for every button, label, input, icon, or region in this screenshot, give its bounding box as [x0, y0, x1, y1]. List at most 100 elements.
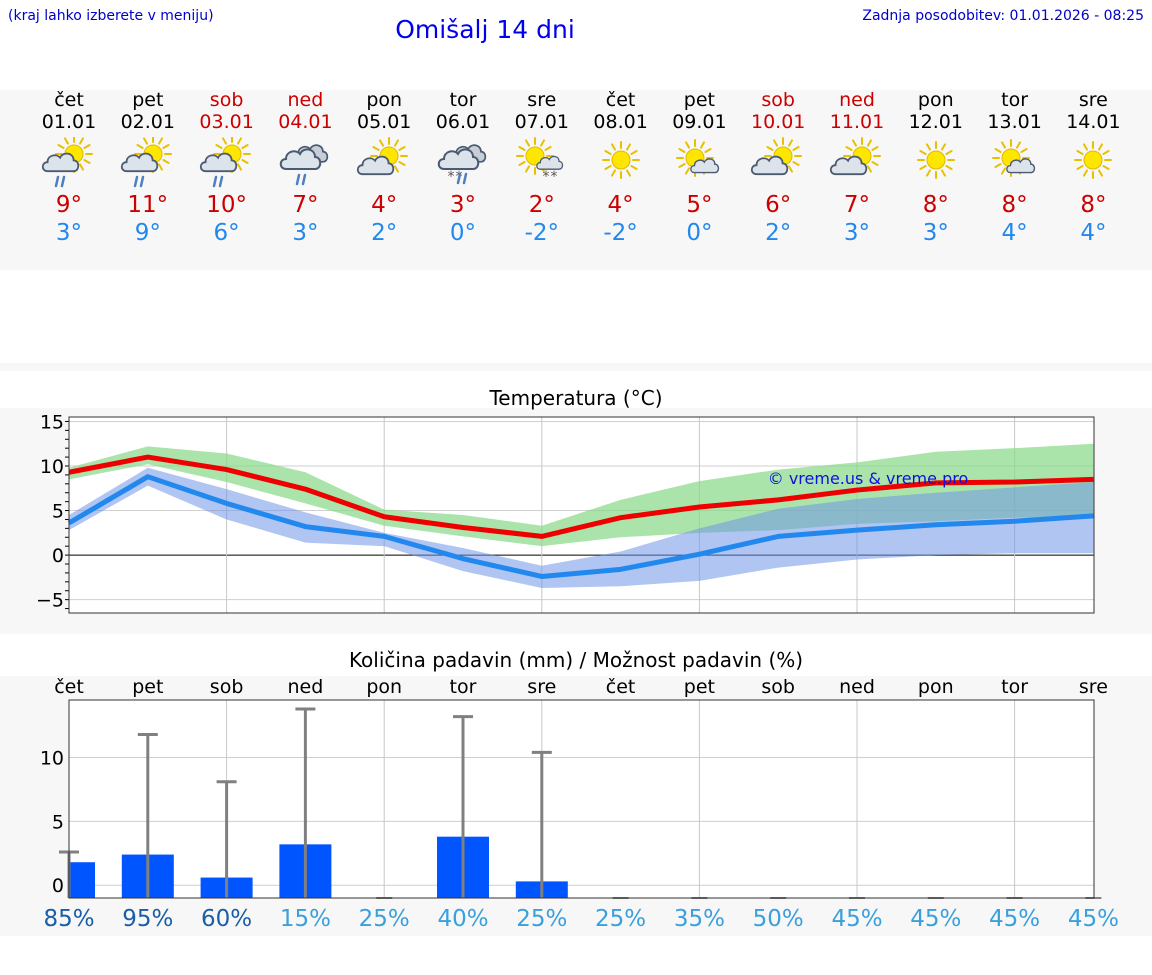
y-tick-label: 0 — [52, 545, 64, 567]
temperature-chart: 15 10 5 0 −5 © vreme.us & vreme.pro — [36, 411, 1095, 614]
temp-max: 7° — [292, 192, 319, 218]
sun-cloud-rain-icon — [120, 137, 172, 188]
x-category-label: pon — [918, 676, 954, 698]
precip-probability: 45% — [1068, 906, 1119, 932]
x-category-label: pet — [132, 676, 163, 698]
min-temp-range-band — [69, 467, 1094, 589]
precip-probability: 25% — [595, 906, 646, 932]
temp-max: 5° — [686, 192, 713, 218]
day-column: sob 03.01 10° 6° — [188, 89, 266, 247]
day-column: pet 09.01 5° 0° — [660, 89, 738, 247]
day-date: 10.01 — [750, 111, 806, 133]
sun-small-cloud-icon — [676, 139, 720, 177]
precip-probability: 95% — [122, 906, 173, 932]
day-column: tor 13.01 8° 4° — [976, 89, 1054, 247]
sun-icon — [1074, 141, 1113, 179]
day-name: pon — [917, 89, 954, 111]
x-category-label: čet — [606, 676, 636, 698]
temp-min: 3° — [55, 220, 83, 246]
day-date: 02.01 — [120, 111, 175, 133]
day-name: sob — [761, 89, 795, 111]
temp-min: 0° — [449, 220, 477, 246]
y-tick-label: 5 — [52, 811, 64, 833]
temp-min: 4° — [1001, 220, 1028, 246]
day-name: tor — [449, 89, 477, 111]
y-tick-label: 5 — [52, 501, 64, 523]
day-date: 04.01 — [278, 111, 333, 133]
sun-cloud-rain-icon — [41, 137, 93, 188]
day-column: čet 08.01 4° -2° — [582, 89, 660, 247]
day-date: 09.01 — [672, 111, 727, 133]
day-date: 08.01 — [593, 111, 648, 133]
svg-text:*: * — [448, 169, 455, 185]
day-date: 07.01 — [514, 111, 569, 133]
temp-max: 10° — [206, 192, 247, 218]
temp-max: 4° — [607, 192, 634, 218]
x-category-label: ned — [839, 676, 875, 698]
temp-max: 9° — [55, 192, 83, 218]
y-tick-label: 0 — [52, 875, 64, 897]
day-date: 05.01 — [356, 111, 412, 133]
temp-min: 4° — [1080, 220, 1107, 246]
y-tick-label: 10 — [40, 747, 64, 769]
watermark: © vreme.us & vreme.pro — [768, 469, 969, 488]
temp-min: 2° — [765, 220, 792, 246]
x-category-label: sre — [527, 676, 556, 698]
y-tick-label: 15 — [40, 411, 64, 433]
temp-min: 2° — [371, 220, 398, 246]
x-category-label: pet — [684, 676, 715, 698]
day-column: pet 02.01 11° 9° — [109, 89, 187, 247]
page-title: Omišalj 14 dni — [395, 15, 575, 44]
sun-icon — [601, 141, 640, 179]
cloud-rain-icon — [280, 144, 329, 186]
day-column: čet 01.01 9° 3° — [30, 89, 108, 247]
temp-max: 6° — [765, 192, 792, 218]
day-name: pet — [132, 89, 164, 111]
max-temp-line — [68, 454, 1094, 539]
precip-bar — [69, 862, 95, 898]
precip-probability: 60% — [201, 906, 252, 932]
x-category-label: pon — [366, 676, 402, 698]
precipitation-chart-title: Količina padavin (mm) / Možnost padavin … — [348, 648, 804, 672]
x-category-label: sob — [210, 676, 244, 698]
day-column: ned 04.01 7° 3° — [266, 89, 344, 247]
temp-min: 0° — [686, 220, 713, 246]
day-name: sre — [527, 89, 557, 111]
precip-probability: 45% — [989, 906, 1040, 932]
day-date: 14.01 — [1066, 111, 1121, 133]
day-name: sre — [1078, 89, 1108, 111]
precip-probability: 45% — [831, 906, 882, 932]
precipitation-chart: čet pet sob ned pon tor sre čet pet sob ned pon tor s… — [40, 676, 1119, 932]
location-hint: (kraj lahko izberete v meniju) — [8, 8, 214, 24]
precip-probability: 35% — [674, 906, 725, 932]
temperature-chart-title: Temperatura (°C) — [489, 386, 663, 410]
precip-probability: 85% — [43, 906, 94, 932]
day-date: 13.01 — [987, 111, 1042, 133]
day-column: pon 12.01 8° 3° — [897, 89, 975, 247]
day-name: sob — [209, 89, 244, 111]
temp-max: 8° — [1080, 192, 1107, 218]
temp-min: -2° — [524, 220, 560, 246]
day-name: čet — [605, 89, 636, 111]
precip-probability: 45% — [910, 906, 961, 932]
sun-cloud-icon — [751, 137, 803, 176]
sun-cloud-rain-icon — [199, 137, 251, 188]
day-column: ned 11.01 7° 3° — [818, 89, 896, 247]
day-date: 01.01 — [41, 111, 97, 133]
day-column: sre 14.01 8° 4° — [1054, 89, 1132, 247]
temp-min: 6° — [213, 220, 240, 246]
day-name: pon — [366, 89, 403, 111]
separator-band — [0, 363, 1152, 371]
forecast-panel — [0, 90, 1152, 270]
day-name: ned — [287, 89, 324, 111]
plot-area — [69, 700, 1094, 898]
temp-min: 3° — [922, 220, 949, 246]
day-column: sre 07.01 * * 2° -2° — [503, 89, 581, 247]
precip-probability: 25% — [359, 906, 410, 932]
temp-max: 8° — [922, 192, 949, 218]
day-column: sob 10.01 6° 2° — [739, 89, 817, 247]
x-category-label: ned — [288, 676, 324, 698]
sun-cloud-icon — [357, 137, 409, 176]
temp-min: 3° — [292, 220, 319, 246]
svg-text:*: * — [550, 169, 557, 185]
